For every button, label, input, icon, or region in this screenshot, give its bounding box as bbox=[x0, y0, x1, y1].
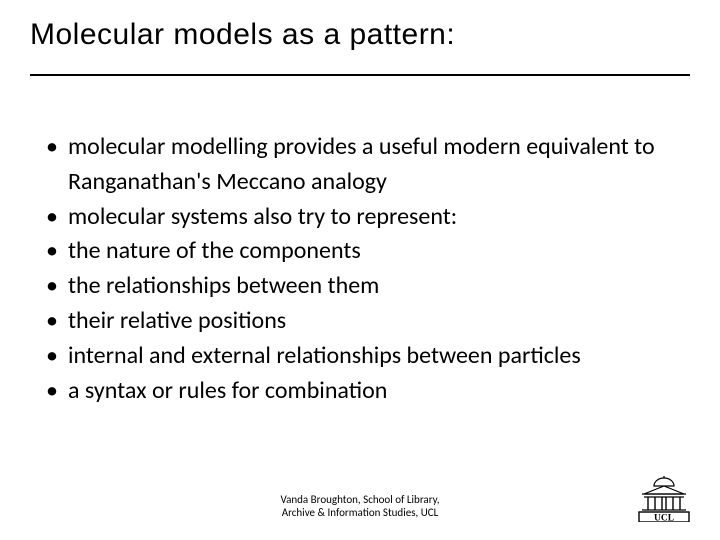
footer-attribution: Vanda Broughton, School of Library, Arch… bbox=[0, 493, 720, 521]
bullet-text: the nature of the components bbox=[68, 236, 361, 265]
bullet-text: internal and external relationships betw… bbox=[68, 341, 581, 370]
slide-title: Molecular models as a pattern: bbox=[30, 18, 690, 52]
bullet-item: the nature of the components bbox=[40, 234, 700, 269]
bullet-item: molecular modelling provides a useful mo… bbox=[40, 130, 700, 200]
title-underline-rule bbox=[30, 74, 690, 76]
slide: Molecular models as a pattern: molecular… bbox=[0, 0, 720, 540]
footer-line: Archive & Information Studies, UCL bbox=[0, 506, 720, 520]
bullet-item: their relative positions bbox=[40, 304, 700, 339]
footer-line: Vanda Broughton, School of Library, bbox=[0, 493, 720, 507]
ucl-logo: UCL bbox=[636, 476, 692, 522]
bullet-text: molecular systems also try to represent: bbox=[68, 202, 457, 231]
bullet-text: a syntax or rules for combination bbox=[68, 376, 387, 405]
bullet-list: molecular modelling provides a useful mo… bbox=[40, 130, 700, 408]
bullet-text: their relative positions bbox=[68, 306, 286, 335]
bullet-text: molecular modelling provides a useful mo… bbox=[68, 132, 655, 196]
bullet-item: internal and external relationships betw… bbox=[40, 339, 700, 374]
bullet-item: a syntax or rules for combination bbox=[40, 374, 700, 409]
bullet-item: molecular systems also try to represent: bbox=[40, 200, 700, 235]
logo-text: UCL bbox=[654, 514, 674, 523]
bullet-text: the relationships between them bbox=[68, 271, 379, 300]
bullet-item: the relationships between them bbox=[40, 269, 700, 304]
